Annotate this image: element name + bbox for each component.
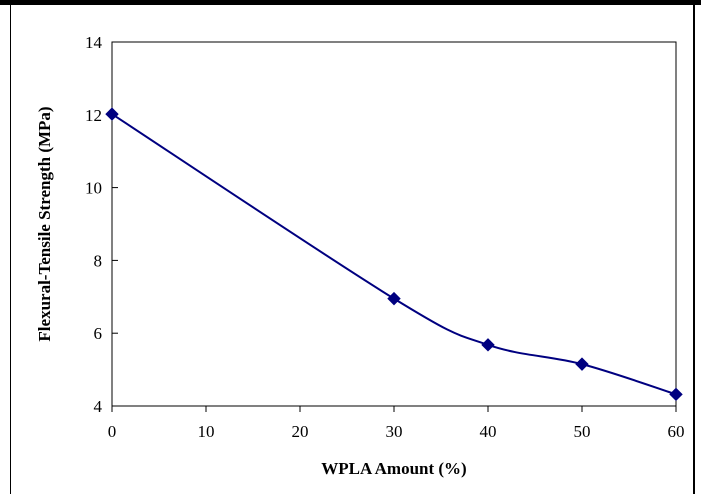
y-tick-label: 14 [85,33,103,52]
series-markers [105,107,683,402]
x-axis-title: WPLA Amount (%) [321,459,466,478]
data-point [575,357,589,371]
x-tick-label: 20 [292,422,309,441]
y-axis-ticks: 4 6 8 10 12 14 [85,33,118,416]
frame-top-border [0,0,701,5]
y-tick-label: 4 [94,397,103,416]
frame-left-border [10,5,11,494]
data-point [105,107,119,121]
series-line [111,113,677,396]
data-point [387,291,401,306]
x-axis-ticks: 0 10 20 30 40 50 60 [108,406,685,441]
frame-right-border [693,5,695,494]
data-point [481,338,495,352]
x-tick-label: 50 [574,422,591,441]
y-tick-label: 6 [94,324,103,343]
y-tick-label: 10 [85,179,102,198]
y-tick-label: 8 [94,251,103,270]
x-tick-label: 40 [480,422,497,441]
x-tick-label: 60 [668,422,685,441]
y-axis-title: Flexural-Tensile Strength (MPa) [35,106,54,341]
plot-area [111,41,677,407]
x-tick-label: 10 [198,422,215,441]
x-tick-label: 30 [386,422,403,441]
data-point [669,387,683,402]
x-tick-label: 0 [108,422,117,441]
y-tick-label: 12 [85,106,102,125]
